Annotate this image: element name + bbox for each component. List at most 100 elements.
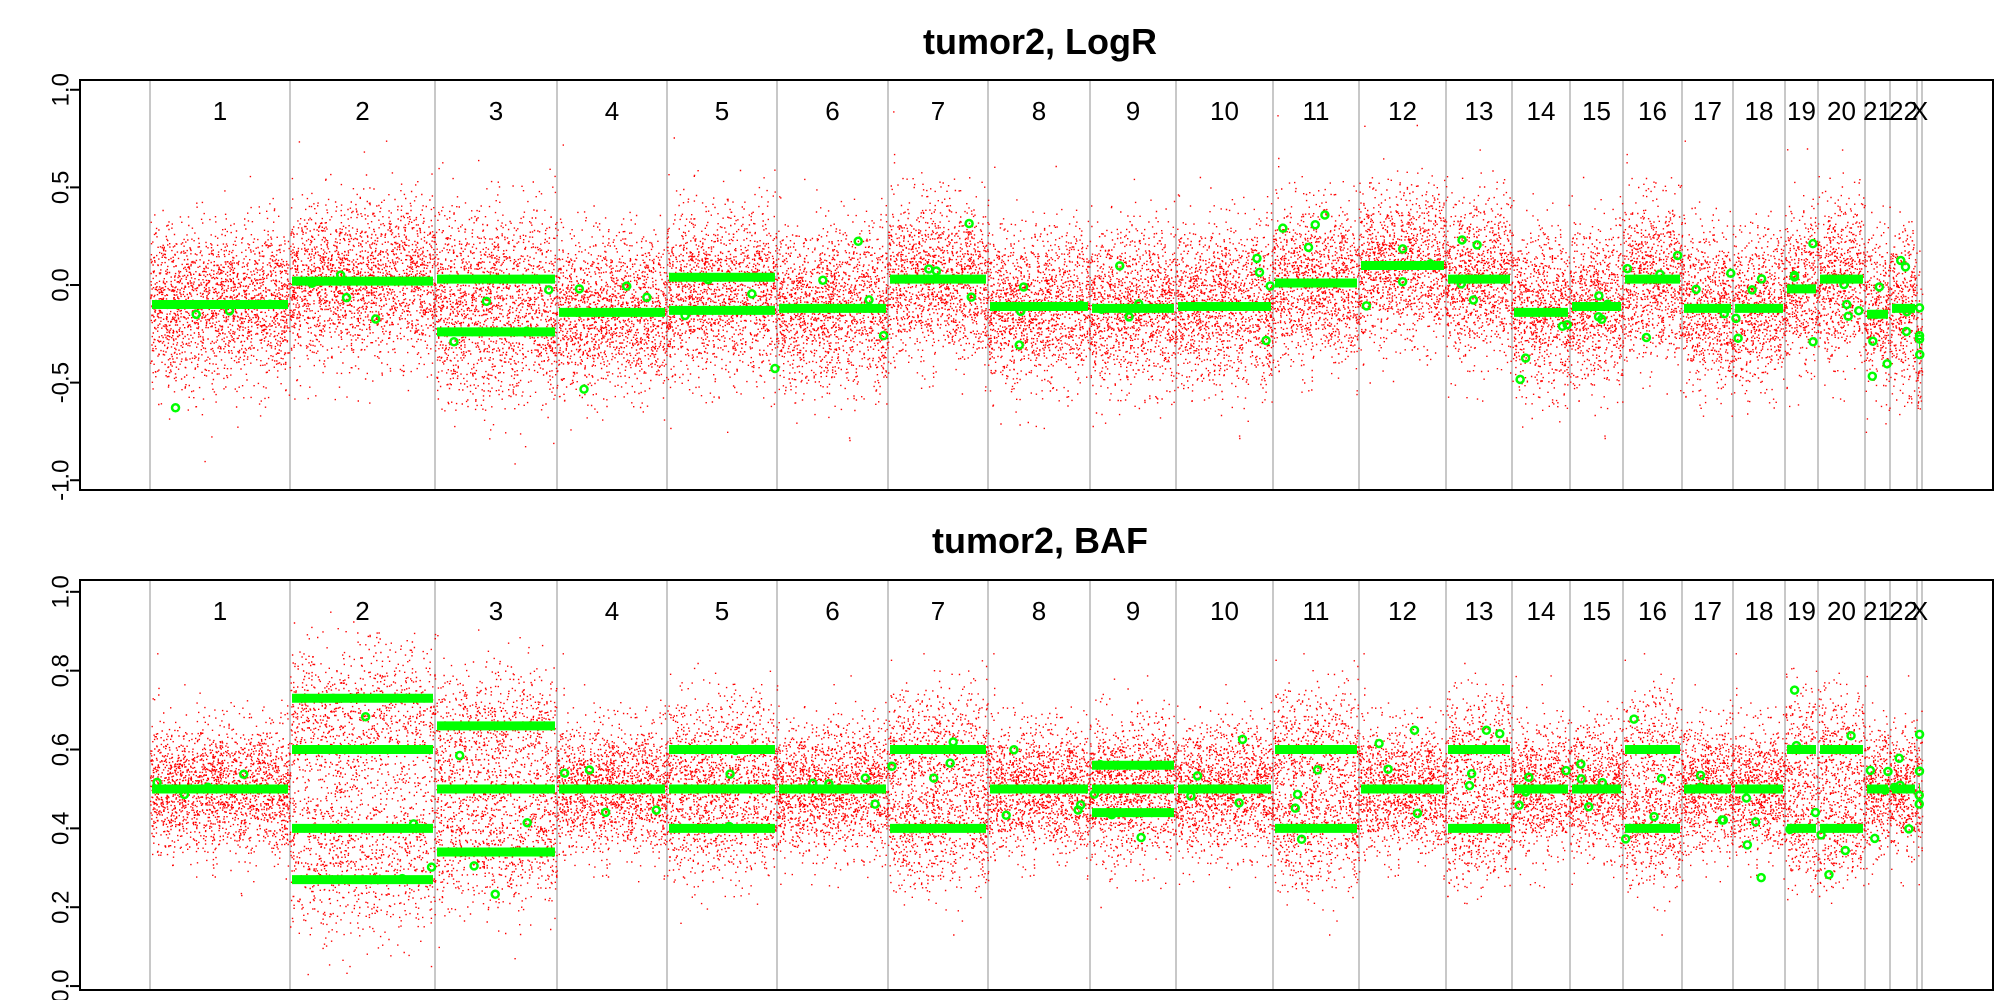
chromosome-label-8: 8 bbox=[1032, 96, 1046, 126]
y-tick-label: 0.0 bbox=[47, 969, 74, 1000]
segment-outlier-chr-10 bbox=[1252, 253, 1262, 264]
segment-outlier-chr-12 bbox=[1425, 259, 1436, 269]
segment-outlier-chr-18 bbox=[1750, 817, 1761, 827]
raw-points-chr-8 bbox=[988, 165, 1092, 430]
chromosome-label-7: 7 bbox=[931, 596, 945, 626]
segment-outlier-chr-21 bbox=[1865, 765, 1876, 776]
segment-outlier-chr-21 bbox=[1882, 359, 1892, 369]
chromosome-label-18: 18 bbox=[1745, 96, 1774, 126]
raw-points-chr-3 bbox=[435, 159, 559, 465]
segment-outlier-chr-22 bbox=[1900, 262, 1911, 272]
y-tick-label: -0.5 bbox=[47, 362, 74, 403]
segment-outlier-chr-11 bbox=[1320, 210, 1330, 220]
chromosome-label-10: 10 bbox=[1210, 596, 1239, 626]
segment-outlier-chr-21 bbox=[1880, 785, 1890, 795]
chromosome-label-4: 4 bbox=[605, 596, 619, 626]
raw-points-chr-2 bbox=[290, 611, 437, 976]
segment-outlier-chr-18 bbox=[1742, 840, 1753, 850]
raw-points-chr-16 bbox=[1623, 653, 1684, 936]
chromosome-label-11: 11 bbox=[1303, 96, 1330, 126]
segment-outlier-chr-8 bbox=[1001, 810, 1011, 821]
segment-outlier-chr-14 bbox=[1515, 374, 1525, 385]
segment-outlier-chr-X bbox=[1914, 790, 1924, 801]
segment-outlier-chr-16 bbox=[1655, 269, 1665, 280]
chromosome-label-2: 2 bbox=[355, 96, 369, 126]
raw-points-chr-22 bbox=[1890, 675, 1919, 887]
segment-outlier-chr-4 bbox=[584, 765, 595, 775]
segment-outlier-chr-5 bbox=[747, 289, 757, 299]
segment-outlier-chr-13 bbox=[1466, 768, 1477, 779]
segment-outlier-chr-18 bbox=[1756, 274, 1767, 284]
segment-outlier-chr-20 bbox=[1839, 279, 1849, 290]
segment-outlier-chr-6 bbox=[808, 778, 818, 788]
y-tick-label: 0.0 bbox=[47, 268, 74, 301]
segment-outlier-chr-20 bbox=[1824, 869, 1834, 880]
segment-outlier-chr-1 bbox=[224, 306, 235, 316]
raw-points-chr-1 bbox=[150, 175, 292, 463]
y-tick-label: 0.4 bbox=[47, 812, 74, 845]
segment-outlier-chr-5 bbox=[724, 821, 734, 832]
segment-outlier-chr-12 bbox=[1412, 808, 1423, 819]
segment-outlier-chr-14 bbox=[1521, 787, 1531, 797]
raw-points-chr-1 bbox=[150, 653, 292, 897]
segment-outlier-chr-19 bbox=[1785, 824, 1795, 835]
segment-outlier-chr-6 bbox=[878, 330, 889, 341]
raw-points-chr-20 bbox=[1818, 149, 1867, 402]
segment-outlier-chr-X bbox=[1915, 349, 1925, 360]
segment-outlier-chr-7 bbox=[945, 758, 955, 768]
segment-outlier-chr-15 bbox=[1594, 291, 1604, 301]
raw-points-chr-9 bbox=[1090, 178, 1178, 428]
segment-outlier-chr-22 bbox=[1902, 306, 1912, 317]
chromosome-label-4: 4 bbox=[605, 96, 619, 126]
segment-outlier-chr-5 bbox=[725, 769, 735, 779]
segment-outlier-chr-3 bbox=[454, 750, 465, 761]
segment-outlier-chr-2 bbox=[426, 862, 437, 872]
segment-outlier-chr-15 bbox=[1576, 774, 1586, 784]
segment-outlier-chr-2 bbox=[307, 278, 317, 289]
chromosome-label-21: 21 bbox=[1863, 596, 1892, 626]
segment-outlier-chr-11 bbox=[1312, 765, 1323, 775]
segment-outlier-chr-1 bbox=[152, 777, 162, 788]
segment-outlier-chr-8 bbox=[1018, 282, 1029, 292]
segment-outlier-chr-9 bbox=[1114, 261, 1125, 271]
segment-outlier-chr-9 bbox=[1089, 789, 1100, 799]
segment-outlier-chr-11 bbox=[1290, 803, 1301, 813]
segment-outlier-chr-4 bbox=[579, 384, 589, 394]
chromosome-label-13: 13 bbox=[1465, 96, 1494, 126]
segment-outlier-chr-8 bbox=[1009, 745, 1019, 755]
segment-outlier-chr-7 bbox=[924, 264, 934, 274]
segment-outlier-chr-18 bbox=[1731, 313, 1741, 324]
chromosome-label-20: 20 bbox=[1827, 96, 1856, 126]
raw-points-chr-11 bbox=[1273, 115, 1361, 396]
chromosome-label-3: 3 bbox=[489, 596, 503, 626]
segment-outlier-chr-8 bbox=[1014, 340, 1025, 350]
raw-points-chr-3 bbox=[435, 629, 559, 960]
segment-outlier-chr-7 bbox=[966, 292, 977, 302]
chromosome-label-1: 1 bbox=[213, 596, 227, 626]
segment-outlier-chr-3 bbox=[521, 326, 532, 336]
segment-outlier-chr-17 bbox=[1695, 770, 1706, 781]
segment-outlier-chr-20 bbox=[1846, 730, 1856, 741]
segment-outlier-chr-21 bbox=[1867, 371, 1878, 382]
segment-outlier-chr-12 bbox=[1374, 738, 1384, 749]
segment-outlier-chr-12 bbox=[1397, 276, 1408, 287]
segment-outlier-chr-21 bbox=[1868, 336, 1878, 346]
segment-outlier-chr-4 bbox=[651, 805, 662, 815]
segment-outlier-chr-7 bbox=[931, 266, 942, 276]
segment-outlier-chr-13 bbox=[1494, 728, 1505, 739]
segment-outlier-chr-1 bbox=[203, 782, 213, 793]
raw-points-chr-22 bbox=[1890, 211, 1919, 416]
chromosome-label-22: 22 bbox=[1889, 596, 1918, 626]
segment-outlier-chr-7 bbox=[887, 761, 897, 771]
chromosome-label-19: 19 bbox=[1787, 596, 1816, 626]
chromosome-label-8: 8 bbox=[1032, 596, 1046, 626]
segment-outlier-chr-2 bbox=[397, 873, 408, 884]
segment-outlier-chr-3 bbox=[481, 296, 492, 307]
raw-points-chr-8 bbox=[988, 653, 1092, 880]
segment-outlier-chr-13 bbox=[1464, 780, 1475, 791]
chromosome-label-11: 11 bbox=[1303, 596, 1330, 626]
segment-outlier-chr-6 bbox=[853, 236, 863, 247]
chromosome-label-19: 19 bbox=[1787, 96, 1816, 126]
chromosome-label-2: 2 bbox=[355, 596, 369, 626]
raw-points-chr-7 bbox=[888, 111, 990, 395]
